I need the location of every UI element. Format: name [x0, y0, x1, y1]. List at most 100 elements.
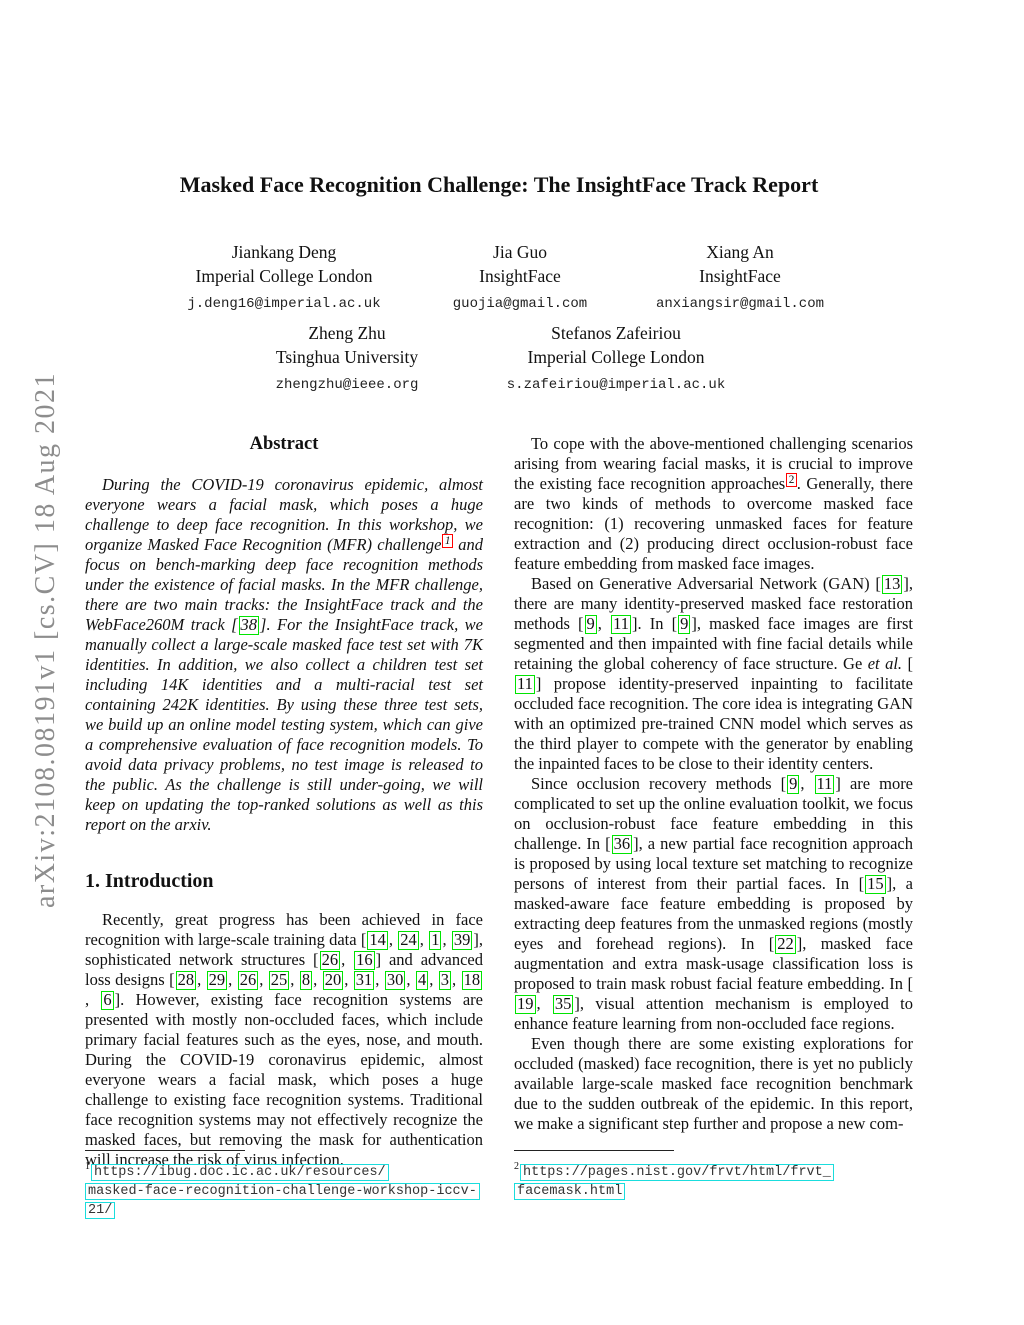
author-name: Zheng Zhu: [308, 323, 386, 343]
citation-link[interactable]: 31: [353, 970, 375, 990]
text-run: ], a masked-aware face feature embedding…: [514, 874, 913, 953]
citation-link[interactable]: 9: [787, 774, 800, 794]
author-name: Jia Guo: [493, 242, 547, 262]
citation-link[interactable]: 29: [206, 970, 228, 990]
text-run: ,: [259, 970, 268, 989]
footnote-rule: [85, 1150, 245, 1151]
citation-link[interactable]: 35: [552, 994, 574, 1014]
text-run: ,: [429, 970, 438, 989]
citation-link[interactable]: 19: [515, 994, 536, 1014]
citation-link[interactable]: 30: [384, 970, 406, 990]
citation-link[interactable]: 26: [319, 950, 341, 970]
intro-paragraph: Recently, great progress has been achiev…: [85, 910, 483, 1170]
citation-link[interactable]: 18: [461, 970, 483, 990]
text-run: ,: [197, 970, 206, 989]
arxiv-watermark: arXiv:2108.08191v1 [cs.CV] 18 Aug 2021: [30, 371, 61, 909]
text-run: ] propose identity-preserved inpainting …: [514, 674, 913, 773]
citation-link[interactable]: 9: [584, 614, 597, 634]
citation-link[interactable]: 11: [814, 774, 835, 794]
citation-link[interactable]: 4: [415, 970, 429, 990]
url-link[interactable]: https://pages.nist.gov/frvt/html/frvt_: [520, 1163, 834, 1181]
url-link[interactable]: facemask.html: [514, 1182, 626, 1200]
author-card: Xiang An InsightFace anxiangsir@gmail.co…: [580, 240, 900, 314]
footnote-ref-link[interactable]: 2: [786, 472, 797, 487]
citation-link[interactable]: 8: [299, 970, 313, 990]
text-run: ,: [597, 614, 611, 633]
text-run: ,: [406, 970, 415, 989]
citation-link[interactable]: 15: [865, 874, 886, 894]
citation-link[interactable]: 14: [367, 930, 388, 950]
text-run: ,: [536, 994, 552, 1013]
citation-link[interactable]: 28: [175, 970, 197, 990]
author-card: Jia Guo InsightFace guojia@gmail.com: [360, 240, 680, 314]
body-paragraph: Since occlusion recovery methods [9, 11]…: [514, 774, 913, 1034]
author-email: j.deng16@imperial.ac.uk: [187, 296, 381, 312]
author-email: s.zafeiriou@imperial.ac.uk: [506, 377, 726, 393]
author-affiliation: Imperial College London: [527, 347, 705, 367]
author-card: Stefanos Zafeiriou Imperial College Lond…: [456, 321, 776, 395]
author-affiliation: InsightFace: [699, 266, 781, 286]
footnote-left: 1 https://ibug.doc.ic.ac.uk/resources/mas…: [85, 1150, 487, 1220]
body-paragraph: To cope with the above-mentioned challen…: [514, 434, 913, 574]
footnote-text: 1 https://ibug.doc.ic.ac.uk/resources/mas…: [85, 1157, 487, 1220]
text-run: ], a new partial face recognition approa…: [514, 834, 914, 893]
body-paragraph: Based on Generative Adversarial Network …: [514, 574, 913, 774]
author-email: guojia@gmail.com: [452, 296, 588, 312]
citation-link[interactable]: 38: [238, 615, 260, 635]
text-run: ]. For the InsightFace track, we manuall…: [85, 615, 483, 834]
text-run: ,: [452, 970, 461, 989]
author-affiliation: Imperial College London: [195, 266, 373, 286]
text-run: ], masked face images are first segmente…: [514, 614, 913, 673]
text-run: To cope with the above-mentioned challen…: [514, 434, 913, 493]
citation-link[interactable]: 26: [237, 970, 259, 990]
footnote-ref-link[interactable]: 1: [442, 533, 454, 548]
abstract-paragraph: During the COVID-19 coronavirus epidemic…: [85, 475, 483, 835]
citation-link[interactable]: 6: [101, 990, 114, 1010]
footnote-right: 2 https://pages.nist.gov/frvt/html/frvt_ f…: [514, 1150, 916, 1201]
citation-link[interactable]: 22: [775, 934, 796, 954]
author-affiliation: Tsinghua University: [275, 347, 419, 367]
left-column: Abstract During the COVID-19 coronavirus…: [85, 434, 483, 1170]
url-link[interactable]: masked-face-recognition-challenge-worksh…: [85, 1182, 480, 1219]
footnote-rule: [514, 1150, 674, 1151]
text-run: ,: [800, 774, 814, 793]
citation-link[interactable]: 11: [611, 614, 631, 634]
text-run: ,: [344, 970, 353, 989]
author-card: Zheng Zhu Tsinghua University zhengzhu@i…: [187, 321, 507, 395]
text-run: ,: [228, 970, 237, 989]
citation-link[interactable]: 20: [322, 970, 344, 990]
citation-link[interactable]: 25: [268, 970, 290, 990]
citation-link[interactable]: 39: [451, 930, 473, 950]
text-run: [: [902, 654, 914, 673]
paper-title: Masked Face Recognition Challenge: The I…: [179, 172, 819, 197]
citation-link[interactable]: 16: [354, 950, 375, 970]
text-run: Based on Generative Adversarial Network …: [531, 574, 881, 593]
citation-link[interactable]: 24: [398, 930, 419, 950]
section-heading-introduction: 1. Introduction: [85, 870, 214, 892]
text-run: . Generally, there are two kinds of meth…: [514, 474, 913, 573]
text-run: ], masked face augmentation and extra ma…: [514, 934, 913, 993]
text-run: Even though there are some existing expl…: [514, 1034, 913, 1133]
abstract-heading: Abstract: [249, 434, 319, 454]
right-column: To cope with the above-mentioned challen…: [514, 434, 913, 1134]
text-run: ], there are many identity-preserved mas…: [514, 574, 913, 633]
text-run: ,: [290, 970, 299, 989]
citation-link[interactable]: 11: [515, 674, 535, 694]
text-run: ], visual attention mechanism is employe…: [514, 994, 913, 1033]
citation-link[interactable]: 1: [429, 930, 442, 950]
text-run: and focus on bench-marking deep face rec…: [85, 535, 484, 634]
author-name: Xiang An: [706, 242, 774, 262]
citation-link[interactable]: 3: [438, 970, 452, 990]
citation-link[interactable]: 36: [611, 834, 633, 854]
author-name: Stefanos Zafeiriou: [551, 323, 681, 343]
citation-link[interactable]: 9: [678, 614, 691, 634]
text-run: ] are more complicated to set up the onl…: [514, 774, 914, 853]
text-run: During the COVID-19 coronavirus epidemic…: [85, 475, 483, 554]
text-run: ,: [388, 930, 398, 949]
text-run: ,: [313, 970, 322, 989]
url-link[interactable]: https://ibug.doc.ic.ac.uk/resources/: [91, 1163, 389, 1181]
citation-link[interactable]: 13: [881, 574, 903, 594]
footnote-marker: 1: [85, 1161, 90, 1172]
author-card: Jiankang Deng Imperial College London j.…: [124, 240, 444, 314]
